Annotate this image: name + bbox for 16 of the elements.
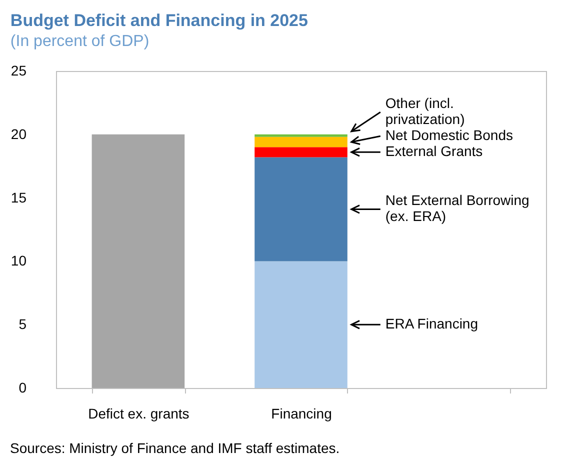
source-note: Sources: Ministry of Finance and IMF staff estimates. [10,440,340,456]
x-tick-label: Defict ex. grants [88,406,190,422]
chart-subtitle: (In percent of GDP) [10,33,150,50]
y-tick-label: 20 [10,126,27,142]
y-tick-label: 10 [10,252,27,269]
y-tick-label: 5 [18,316,27,332]
text: ERA Financing [385,316,478,332]
y-tick-label: 0 [18,380,27,396]
text: Net Domestic Bonds [385,127,514,144]
y-tick-label: 15 [10,189,27,206]
text: Other (incl. privatization) [385,95,465,128]
y-tick-label: 25 [10,62,27,78]
chart-title: Budget Deficit and Financing in 2025 [10,11,308,30]
text: External Grants [385,143,483,160]
text: Net External Borrowing (ex. ERA) [385,192,530,224]
x-tick-label: Financing [271,406,332,422]
